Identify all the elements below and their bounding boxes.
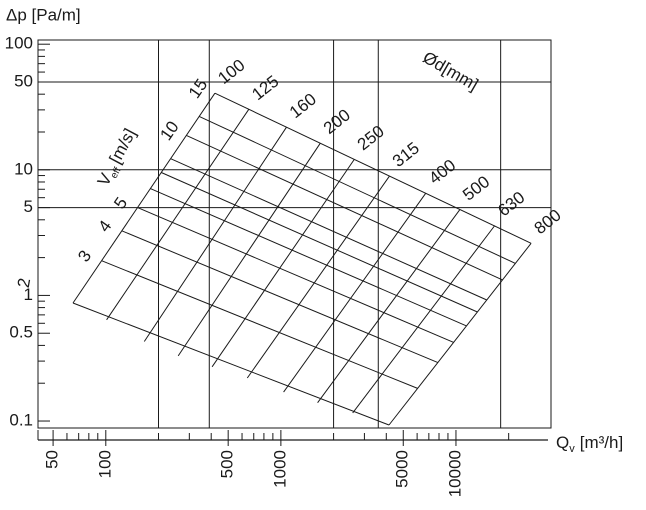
y-tick-label: 0.5 <box>9 323 33 342</box>
x-tick-label: 1000 <box>270 450 289 488</box>
diameter-label: 500 <box>459 172 493 204</box>
x-tick-label: 50 <box>43 450 62 469</box>
x-label-sub: v <box>569 443 575 455</box>
diameter-label: 800 <box>531 206 565 238</box>
y-axis-label: Δp [Pa/m] <box>6 5 81 24</box>
velocity-line <box>150 188 467 327</box>
diameter-label: 630 <box>494 188 528 220</box>
diameter-line <box>106 109 250 321</box>
y-tick-label: 0.1 <box>9 411 33 430</box>
diameter-label: Ød[mm] <box>420 48 482 95</box>
velocity-line <box>186 134 503 281</box>
y-tick-label: 50 <box>14 71 33 90</box>
velocity-line <box>198 115 516 264</box>
velocity-tick-label: 4 <box>95 217 116 236</box>
diameter-label: 315 <box>389 138 423 170</box>
x-tick-label: 10000 <box>445 450 464 497</box>
y-tick-label: 1 <box>24 285 33 304</box>
velocity-tick-label: 2 <box>14 277 34 290</box>
y-tick-label: 10 <box>14 159 33 178</box>
velocity-tick-label: 3 <box>74 247 95 266</box>
velocity-line <box>214 92 532 244</box>
diameter-label: 100 <box>214 55 248 87</box>
y-tick-label: 100 <box>5 34 33 53</box>
diameter-label: 400 <box>425 156 459 188</box>
velocity-label-unit: [m/s] <box>106 126 140 167</box>
velocity-label: Veff[m/s] <box>94 126 142 191</box>
diameter-line <box>388 242 532 426</box>
velocity-line <box>137 207 454 343</box>
velocity-tick-label: 10 <box>156 118 182 144</box>
x-tick-label: 500 <box>218 450 237 478</box>
diameter-line <box>177 142 321 357</box>
velocity-line <box>161 172 478 313</box>
velocity-line <box>72 302 390 426</box>
x-tick-label: 5000 <box>393 450 412 488</box>
diameter-label: 160 <box>286 90 320 122</box>
diameter-line <box>283 193 427 393</box>
x-label-main: Q <box>556 433 569 452</box>
velocity-tick-label: 5 <box>110 194 131 213</box>
x-label-unit: [m³/h] <box>580 433 623 452</box>
velocity-line <box>101 260 418 389</box>
velocity-tick-label: 15 <box>185 75 211 101</box>
diameter-line <box>211 159 355 368</box>
plot-frame <box>37 39 552 429</box>
diameter-label: 125 <box>248 72 282 104</box>
diameter-label: 250 <box>354 122 388 154</box>
diameter-line <box>352 225 496 414</box>
diameter-label: 200 <box>320 105 354 137</box>
x-tick-label: 100 <box>95 450 114 478</box>
diameter-line <box>72 92 216 304</box>
y-tick-label: 5 <box>24 197 33 216</box>
diameter-line <box>143 127 287 342</box>
diameter-line <box>246 175 390 379</box>
x-axis-label: Qv [m³/h] <box>556 433 623 454</box>
velocity-line <box>121 230 439 364</box>
velocity-label-sub: eff <box>108 165 123 180</box>
diameter-line <box>317 209 461 403</box>
velocity-line <box>170 158 488 301</box>
